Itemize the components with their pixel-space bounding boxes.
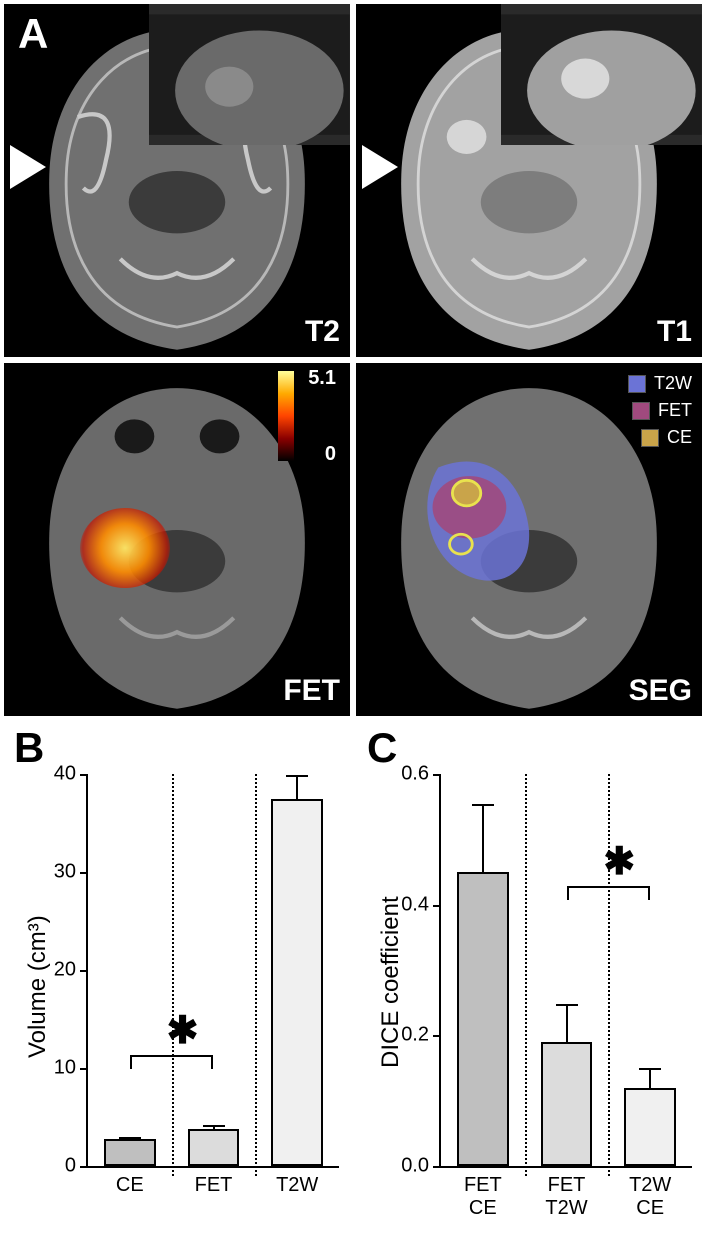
legend-swatch — [628, 375, 646, 393]
xlabel: CE — [116, 1174, 144, 1197]
colorbar — [278, 371, 294, 461]
xlabel: FET CE — [464, 1174, 502, 1220]
legend-swatch — [641, 429, 659, 447]
bar-group: T2W CE — [608, 774, 692, 1166]
xlabel: T2W CE — [629, 1174, 671, 1220]
error-cap — [119, 1137, 141, 1139]
panel-c-label: C — [367, 724, 397, 772]
xlabel: FET — [195, 1174, 233, 1197]
vdash — [172, 774, 174, 1176]
bars: FET CEFET T2WT2W CE — [441, 774, 692, 1166]
panel-b-label: B — [14, 724, 44, 772]
arrow-icon — [362, 145, 398, 189]
charts-row: B Volume (cm³) 010203040CEFETT2W✱ C DICE… — [0, 728, 706, 1248]
brain-image-fet — [35, 376, 319, 716]
corner-label-t1: T1 — [657, 315, 692, 349]
ytick-label: 10 — [54, 1057, 76, 1080]
legend-label: CE — [667, 427, 692, 448]
corner-label-t2: T2 — [305, 315, 340, 349]
error-bar — [482, 806, 484, 874]
bars: CEFETT2W — [88, 774, 339, 1166]
panel-t1: T1 — [356, 4, 702, 357]
vdash — [525, 774, 527, 1176]
ytick-label: 0.0 — [401, 1155, 429, 1178]
panel-t2: A T2 — [4, 4, 350, 357]
inset-t2 — [149, 4, 350, 145]
error-bar — [296, 777, 298, 801]
error-cap — [286, 775, 308, 777]
ytick — [433, 905, 441, 907]
error-bar — [566, 1006, 568, 1044]
figure-root: A T2 — [0, 0, 706, 1257]
bar-group: FET — [172, 774, 256, 1166]
ytick-label: 0.6 — [401, 763, 429, 786]
colorbar-max: 5.1 — [308, 367, 336, 390]
corner-label-fet: FET — [283, 674, 340, 708]
sig-marker: ✱ — [603, 839, 635, 884]
xlabel: FET T2W — [545, 1174, 587, 1220]
legend-swatch — [632, 402, 650, 420]
colorbar-min: 0 — [325, 443, 336, 466]
inset-t1 — [501, 4, 702, 145]
bar — [188, 1129, 240, 1166]
panel-seg: T2W FET CE SEG — [356, 363, 702, 716]
sig-bracket — [567, 886, 651, 888]
legend-item: CE — [628, 427, 692, 448]
ytick-label: 0.4 — [401, 893, 429, 916]
ytick — [433, 774, 441, 776]
ytick-label: 0 — [65, 1155, 76, 1178]
ytick — [80, 1068, 88, 1070]
ytick-label: 40 — [54, 763, 76, 786]
bar-group: T2W — [255, 774, 339, 1166]
error-bar — [213, 1127, 215, 1131]
error-cap — [639, 1068, 661, 1070]
bar — [271, 799, 323, 1167]
vdash — [255, 774, 257, 1176]
panel-fet: 5.1 0 FET — [4, 363, 350, 716]
chart-c: C DICE coefficient 0.00.20.40.6FET CEFET… — [353, 728, 706, 1248]
legend-label: FET — [658, 400, 692, 421]
legend-item: FET — [628, 400, 692, 421]
bar — [104, 1139, 156, 1166]
ytick — [80, 970, 88, 972]
ytick-label: 0.2 — [401, 1024, 429, 1047]
bar-group: CE — [88, 774, 172, 1166]
error-cap — [203, 1125, 225, 1127]
legend-item: T2W — [628, 373, 692, 394]
legend-label: T2W — [654, 373, 692, 394]
panel-a-label: A — [18, 10, 48, 58]
chart-b: B Volume (cm³) 010203040CEFETT2W✱ — [0, 728, 353, 1248]
vdash — [608, 774, 610, 1176]
xlabel: T2W — [276, 1174, 318, 1197]
ytick — [80, 774, 88, 776]
ytick — [433, 1035, 441, 1037]
bar-group: FET T2W — [525, 774, 609, 1166]
ytick — [433, 1166, 441, 1168]
fet-hotspot — [80, 508, 170, 588]
arrow-icon — [10, 145, 46, 189]
ytick-label: 30 — [54, 861, 76, 884]
error-bar — [129, 1139, 131, 1140]
error-cap — [472, 804, 494, 806]
bar-group: FET CE — [441, 774, 525, 1166]
sig-bracket — [130, 1055, 214, 1057]
sig-marker: ✱ — [167, 1008, 199, 1053]
ylabel-b: Volume (cm³) — [24, 915, 52, 1058]
ytick — [80, 872, 88, 874]
ytick — [80, 1166, 88, 1168]
bar — [541, 1042, 593, 1166]
panel-a-grid: A T2 — [0, 0, 706, 720]
plot-b: 010203040CEFETT2W✱ — [86, 774, 339, 1168]
error-cap — [556, 1004, 578, 1006]
error-bar — [649, 1070, 651, 1090]
ytick-label: 20 — [54, 959, 76, 982]
plot-c: 0.00.20.40.6FET CEFET T2WT2W CE✱ — [439, 774, 692, 1168]
corner-label-seg: SEG — [629, 674, 692, 708]
bar — [457, 872, 509, 1166]
seg-legend: T2W FET CE — [628, 373, 692, 454]
bar — [624, 1088, 676, 1166]
